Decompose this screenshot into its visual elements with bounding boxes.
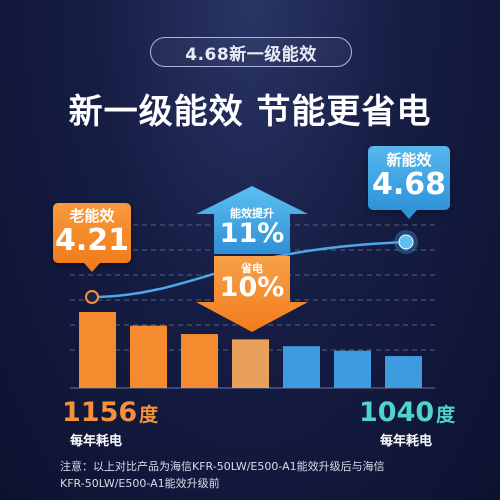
efficiency-gain-value: 11%: [219, 218, 285, 249]
headline: 新一级能效 节能更省电: [68, 92, 432, 132]
new-callout-tail: [401, 210, 417, 219]
new-consumption-value: 1040: [359, 397, 435, 428]
bar-2: [130, 325, 167, 388]
new-efficiency-value: 4.68: [371, 167, 447, 202]
efficiency-arrow-icon: [196, 186, 308, 254]
old-efficiency-label: 老能效: [69, 207, 115, 225]
footnote: 注意：以上对比产品为海信KFR-50LW/E500-A1能效升级后与海信 KFR…: [60, 458, 450, 492]
bar-5: [283, 346, 320, 388]
old-consumption: 1156 度: [62, 397, 158, 428]
bars-group: [79, 312, 422, 388]
old-efficiency-value: 4.21: [54, 223, 130, 258]
power-saving-label: 省电: [241, 262, 263, 275]
new-consumption-label: 每年耗电: [380, 434, 433, 449]
bar-3: [181, 334, 218, 388]
new-consumption-unit: 度: [436, 404, 456, 426]
bar-1: [79, 312, 116, 388]
footnote-line-2: KFR-50LW/E500-A1能效升级前: [60, 477, 220, 490]
old-callout-tail: [84, 263, 100, 272]
efficiency-badge: 4.68新一级能效: [150, 37, 352, 67]
old-consumption-unit: 度: [139, 404, 159, 426]
bar-7: [385, 356, 422, 388]
old-efficiency-callout: 老能效 4.21: [53, 203, 131, 272]
bar-6: [334, 350, 371, 388]
efficiency-gain-label: 能效提升: [230, 207, 274, 220]
footnote-line-1: 注意：以上对比产品为海信KFR-50LW/E500-A1能效升级后与海信: [60, 460, 385, 473]
new-efficiency-label: 新能效: [386, 151, 432, 169]
new-point-marker: [398, 234, 414, 250]
old-point-marker: [85, 290, 99, 304]
power-saving-value: 10%: [219, 272, 285, 303]
new-efficiency-callout: 新能效 4.68: [368, 146, 450, 219]
new-consumption: 1040 度: [359, 397, 455, 428]
old-consumption-value: 1156: [62, 397, 138, 428]
old-consumption-label: 每年耗电: [70, 434, 123, 449]
saving-arrow-icon: [196, 256, 308, 332]
bar-4: [232, 339, 269, 388]
